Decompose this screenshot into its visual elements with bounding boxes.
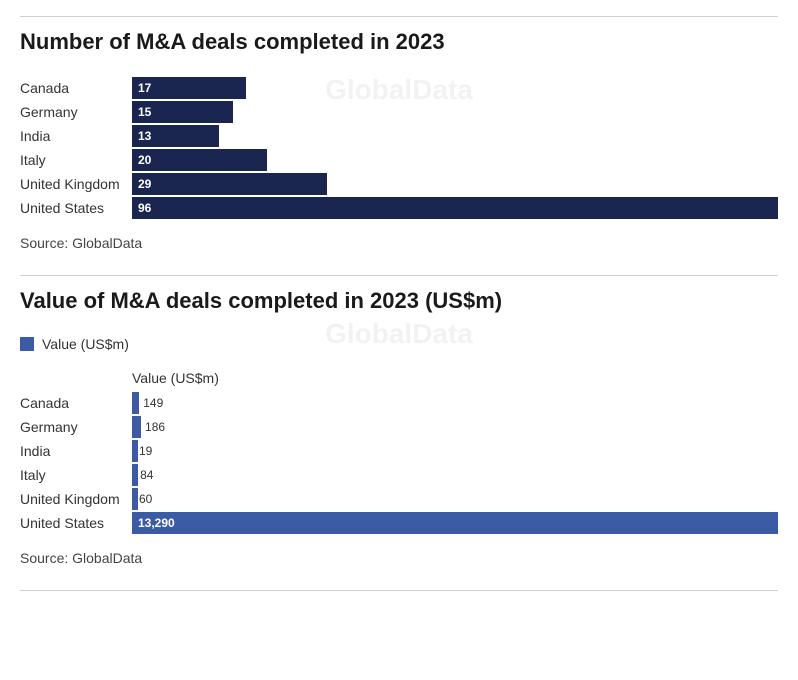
bar-category-label: Italy — [20, 152, 132, 168]
bar-track: 17 — [132, 77, 778, 99]
bar-value-label: 29 — [138, 177, 151, 191]
bar-value-label: 15 — [138, 105, 151, 119]
bar-track: 15 — [132, 101, 778, 123]
bar-row: Italy 20 — [20, 149, 778, 171]
divider-between — [20, 275, 778, 276]
bar-fill — [132, 392, 139, 414]
bar-value-label: 186 — [145, 420, 165, 434]
divider-top-1 — [20, 16, 778, 17]
bar-row: Italy 84 — [20, 464, 778, 486]
legend-label: Value (US$m) — [42, 336, 129, 352]
bar-track: 19 — [132, 440, 778, 462]
chart-1-source: Source: GlobalData — [20, 235, 778, 251]
bar-row: India 13 — [20, 125, 778, 147]
bar-category-label: Canada — [20, 395, 132, 411]
bar-value-label: 60 — [139, 492, 152, 506]
bar-fill: 15 — [132, 101, 233, 123]
bar-row: United Kingdom 29 — [20, 173, 778, 195]
bar-track: 84 — [132, 464, 778, 486]
bar-track: 96 — [132, 197, 778, 219]
bar-row: United States 96 — [20, 197, 778, 219]
bar-value-label: 19 — [139, 444, 152, 458]
bar-category-label: Germany — [20, 104, 132, 120]
bar-track: 60 — [132, 488, 778, 510]
bar-row: Canada 149 — [20, 392, 778, 414]
chart-2-bars: Canada 149 Germany 186 India 19 Italy 84 United … — [20, 392, 778, 534]
bar-track: 13 — [132, 125, 778, 147]
bar-value-label: 17 — [138, 81, 151, 95]
bar-value-label: 13 — [138, 129, 151, 143]
bar-fill — [132, 464, 138, 486]
bar-row: India 19 — [20, 440, 778, 462]
bar-category-label: India — [20, 128, 132, 144]
chart-2-title: Value of M&A deals completed in 2023 (US… — [20, 288, 778, 314]
bar-fill — [132, 440, 138, 462]
bar-category-label: Germany — [20, 419, 132, 435]
bar-value-label: 20 — [138, 153, 151, 167]
bar-row: Canada 17 — [20, 77, 778, 99]
divider-bottom — [20, 590, 778, 591]
chart-2-series-header: Value (US$m) — [132, 370, 778, 386]
bar-track: 149 — [132, 392, 778, 414]
bar-track: 186 — [132, 416, 778, 438]
chart-2: Value of M&A deals completed in 2023 (US… — [20, 288, 778, 566]
bar-track: 29 — [132, 173, 778, 195]
chart-1-title: Number of M&A deals completed in 2023 — [20, 29, 778, 55]
bar-row: United States 13,290 — [20, 512, 778, 534]
bar-value-label: 13,290 — [138, 516, 175, 530]
bar-category-label: Italy — [20, 467, 132, 483]
chart-1-bars: Canada 17 Germany 15 India 13 Italy 20 United Ki… — [20, 77, 778, 219]
bar-fill: 20 — [132, 149, 267, 171]
bar-value-label: 84 — [140, 468, 153, 482]
bar-fill: 96 — [132, 197, 778, 219]
bar-value-label: 96 — [138, 201, 151, 215]
bar-category-label: United States — [20, 515, 132, 531]
bar-category-label: United Kingdom — [20, 491, 132, 507]
bar-fill: 13,290 — [132, 512, 778, 534]
legend-swatch-icon — [20, 337, 34, 351]
bar-fill: 17 — [132, 77, 246, 99]
bar-track: 13,290 — [132, 512, 778, 534]
bar-row: United Kingdom 60 — [20, 488, 778, 510]
chart-2-legend: Value (US$m) — [20, 336, 778, 352]
bar-row: Germany 15 — [20, 101, 778, 123]
bar-track: 20 — [132, 149, 778, 171]
bar-fill: 29 — [132, 173, 327, 195]
bar-fill — [132, 416, 141, 438]
bar-fill — [132, 488, 138, 510]
bar-fill: 13 — [132, 125, 219, 147]
bar-category-label: United States — [20, 200, 132, 216]
chart-2-source: Source: GlobalData — [20, 550, 778, 566]
bar-row: Germany 186 — [20, 416, 778, 438]
bar-category-label: United Kingdom — [20, 176, 132, 192]
bar-category-label: Canada — [20, 80, 132, 96]
chart-1: Number of M&A deals completed in 2023 Gl… — [20, 29, 778, 251]
bar-category-label: India — [20, 443, 132, 459]
bar-value-label: 149 — [143, 396, 163, 410]
